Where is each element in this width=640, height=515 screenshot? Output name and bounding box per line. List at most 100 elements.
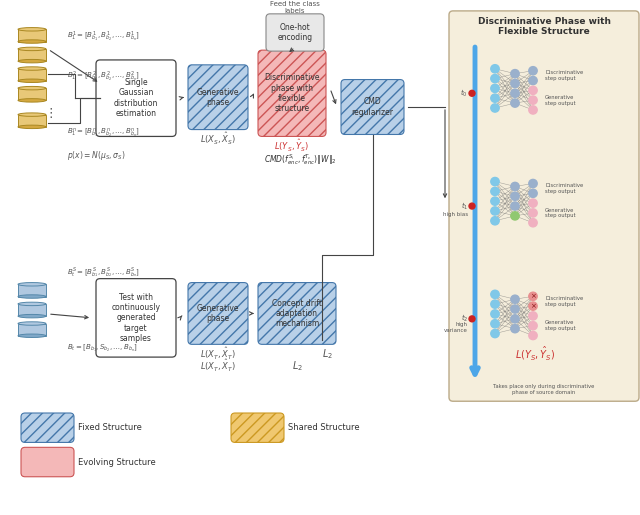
Text: Concept drift
adaptation
mechanism: Concept drift adaptation mechanism (272, 299, 322, 329)
Text: $p(x)=N(\mu_S,\sigma_S)$: $p(x)=N(\mu_S,\sigma_S)$ (67, 148, 125, 162)
Text: Single
Gaussian
distribution
estimation: Single Gaussian distribution estimation (114, 78, 158, 118)
FancyBboxPatch shape (258, 283, 336, 345)
Text: Generative
phase: Generative phase (196, 304, 239, 323)
Circle shape (529, 199, 537, 207)
Circle shape (529, 292, 537, 300)
Bar (18, 49, 46, 61)
Circle shape (529, 332, 537, 340)
FancyBboxPatch shape (21, 448, 74, 477)
Circle shape (529, 66, 537, 75)
Circle shape (511, 315, 519, 323)
Ellipse shape (18, 28, 46, 31)
Circle shape (529, 321, 537, 330)
Text: ×: × (530, 294, 536, 299)
Circle shape (491, 84, 499, 93)
Ellipse shape (18, 79, 46, 82)
Circle shape (529, 106, 537, 114)
Circle shape (491, 300, 499, 308)
Circle shape (511, 89, 519, 97)
Text: Evolving Structure: Evolving Structure (78, 457, 156, 467)
FancyBboxPatch shape (231, 413, 284, 442)
Circle shape (511, 79, 519, 88)
Circle shape (491, 65, 499, 73)
Circle shape (491, 94, 499, 102)
Ellipse shape (18, 87, 46, 90)
Circle shape (529, 189, 537, 197)
Circle shape (529, 302, 537, 310)
Text: ×: × (530, 303, 536, 309)
Circle shape (491, 187, 499, 196)
Ellipse shape (18, 302, 46, 305)
Circle shape (529, 76, 537, 84)
Text: $L(Y_S, \hat{Y}_S)$: $L(Y_S, \hat{Y}_S)$ (275, 138, 310, 154)
Text: CMD
regularizer: CMD regularizer (351, 97, 394, 117)
Circle shape (469, 316, 475, 322)
Text: $t_2$: $t_2$ (461, 313, 468, 324)
Circle shape (491, 290, 499, 299)
Circle shape (529, 312, 537, 320)
Ellipse shape (18, 47, 46, 50)
FancyBboxPatch shape (188, 283, 248, 345)
Circle shape (529, 219, 537, 227)
Text: $t_1$: $t_1$ (461, 200, 468, 212)
Text: $B_t^S=[B_{b_1}^S,B_{b_2}^S,\ldots,B_{b_n}^S]$: $B_t^S=[B_{b_1}^S,B_{b_2}^S,\ldots,B_{b_… (67, 266, 140, 280)
Ellipse shape (18, 283, 46, 286)
Text: $B_1^n=[B_{b_1}^n,B_{b_2}^n,\ldots,B_{b_n}^n]$: $B_1^n=[B_{b_1}^n,B_{b_2}^n,\ldots,B_{b_… (67, 126, 140, 139)
Bar (18, 29, 46, 42)
Text: $L(X_S, \hat{X}_S)$: $L(X_S, \hat{X}_S)$ (200, 131, 236, 147)
Bar (18, 68, 46, 81)
Text: $L_2$: $L_2$ (321, 347, 333, 361)
Bar (18, 88, 46, 100)
Ellipse shape (18, 67, 46, 70)
Text: Discriminative Phase with
Flexible Structure: Discriminative Phase with Flexible Struc… (477, 17, 611, 36)
Text: Discriminative
step output: Discriminative step output (545, 70, 583, 81)
Circle shape (511, 70, 519, 78)
Circle shape (529, 86, 537, 94)
Text: Feed the class
labels: Feed the class labels (270, 1, 320, 14)
Circle shape (511, 324, 519, 333)
Circle shape (491, 320, 499, 328)
Text: One-hot
encoding: One-hot encoding (277, 23, 312, 42)
Ellipse shape (18, 125, 46, 129)
Circle shape (491, 217, 499, 225)
Circle shape (511, 212, 519, 220)
FancyBboxPatch shape (96, 60, 176, 136)
FancyBboxPatch shape (266, 14, 324, 51)
Text: Test with
continuously
generated
target
samples: Test with continuously generated target … (111, 293, 161, 343)
Text: $B_t=[B_{b_1},S_{b_2},\ldots,B_{b_n}]$: $B_t=[B_{b_1},S_{b_2},\ldots,B_{b_n}]$ (67, 343, 138, 354)
Text: $B_1^1=[B_{b_1}^1,B_{b_2}^1,\ldots,B_{b_n}^1]$: $B_1^1=[B_{b_1}^1,B_{b_2}^1,\ldots,B_{b_… (67, 30, 140, 44)
FancyBboxPatch shape (341, 79, 404, 134)
Circle shape (491, 330, 499, 338)
Text: Generative
phase: Generative phase (196, 88, 239, 107)
Circle shape (491, 75, 499, 83)
Text: Generative
step output: Generative step output (545, 208, 575, 218)
Text: $t_0$: $t_0$ (460, 88, 468, 99)
Bar (18, 323, 46, 336)
Circle shape (529, 96, 537, 104)
Ellipse shape (18, 113, 46, 116)
Circle shape (511, 295, 519, 303)
Text: $\vdots$: $\vdots$ (44, 106, 52, 120)
Text: $L(Y_S, \hat{Y}_S)$: $L(Y_S, \hat{Y}_S)$ (515, 344, 556, 362)
Circle shape (511, 305, 519, 313)
FancyBboxPatch shape (21, 413, 74, 442)
Bar (18, 115, 46, 127)
Ellipse shape (18, 99, 46, 102)
Text: Generative
step output: Generative step output (545, 95, 575, 106)
Text: high
variance: high variance (444, 322, 468, 333)
Circle shape (491, 197, 499, 205)
Circle shape (529, 179, 537, 187)
Text: Fixed Structure: Fixed Structure (78, 423, 142, 432)
Text: Discriminative
step output: Discriminative step output (545, 296, 583, 306)
Bar (18, 284, 46, 297)
Text: $L(X_T, \hat{X}_T)$: $L(X_T, \hat{X}_T)$ (200, 346, 236, 362)
Text: Generative
step output: Generative step output (545, 320, 575, 331)
Ellipse shape (18, 315, 46, 318)
FancyBboxPatch shape (188, 65, 248, 130)
Circle shape (511, 192, 519, 200)
Circle shape (491, 178, 499, 186)
Text: Takes place only during discriminative
phase of source domain: Takes place only during discriminative p… (493, 384, 595, 395)
Circle shape (511, 99, 519, 107)
FancyBboxPatch shape (96, 279, 176, 357)
Circle shape (511, 182, 519, 191)
